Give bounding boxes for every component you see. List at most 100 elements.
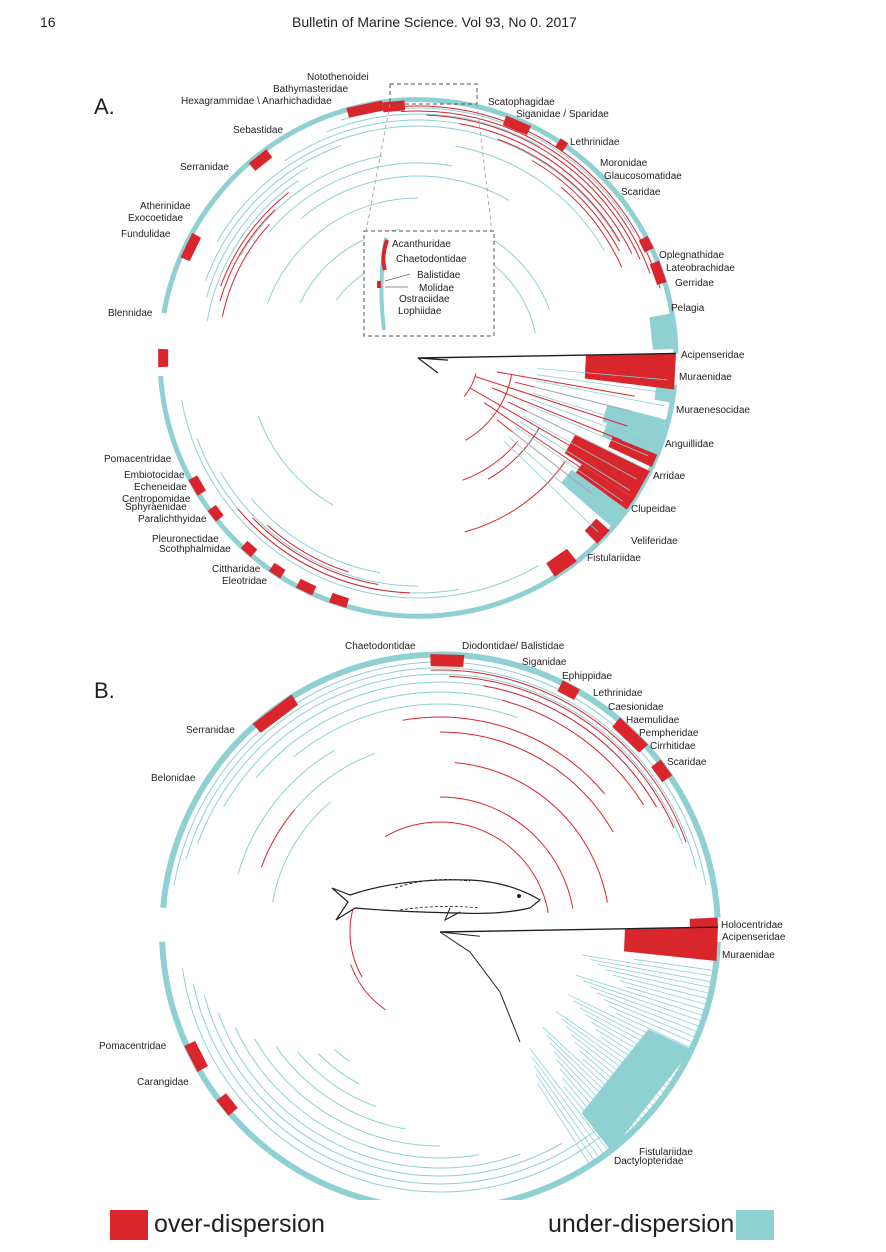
panel-a-clade-label: Exocoetidae xyxy=(128,213,183,224)
tip-over xyxy=(502,115,532,136)
sturgeon-scutes xyxy=(394,879,471,889)
branch-under-radial xyxy=(528,404,649,457)
branch-under-radial xyxy=(609,1005,695,1044)
branch-over xyxy=(501,699,644,806)
branch-under-radial xyxy=(537,1083,591,1166)
panel-a-clade-label: Embiotocidae xyxy=(124,470,185,481)
branch-under xyxy=(255,691,561,779)
panel-a-clade-label: Atherinidae xyxy=(140,201,191,212)
panel-b-clade-label: Scaridae xyxy=(667,757,707,768)
panel-a-clade-label: Pelagia xyxy=(671,303,705,314)
branch-under xyxy=(181,399,539,599)
panel-a-clade-label: Cittharidae xyxy=(212,564,261,575)
panel-a-clade-label: Gerridae xyxy=(675,278,714,289)
branch-under xyxy=(268,162,452,234)
clade-over-clupeidae xyxy=(575,464,635,510)
under-dispersion-swatch xyxy=(736,1210,774,1240)
branch-under xyxy=(326,113,541,148)
panel-b-clade-label: Pempheridae xyxy=(639,728,699,739)
branch-over xyxy=(531,160,620,252)
tip-over xyxy=(248,149,273,171)
branch-under-radial xyxy=(535,380,664,407)
panel-a-clade-label: Veliferidae xyxy=(631,536,678,547)
branch-under-radial xyxy=(525,410,643,468)
clade-over-muraenidae xyxy=(584,353,676,390)
panel-a-label: A. xyxy=(94,94,115,119)
panel-a-clade-label: Sphyraenidae xyxy=(125,502,187,513)
branch-under-radial xyxy=(504,441,599,532)
phylogeny-figure: NotothenoideiBathymasteridaeHexagrammida… xyxy=(99,72,786,1200)
panel-a-clade-label: Scatophagidae xyxy=(488,97,555,108)
sturgeon-eye xyxy=(517,894,521,898)
panel-a-inset xyxy=(363,83,495,337)
branch-over xyxy=(483,685,657,808)
panel-b-clade-label: Pomacentridae xyxy=(99,1041,167,1052)
branch-under-radial xyxy=(583,980,704,1022)
panel-b-clade-label: Holocentridae xyxy=(721,920,783,931)
branch-under-radial xyxy=(532,392,658,432)
inset-clade-label: Chaetodontidae xyxy=(396,254,467,265)
clade-over-fistulariidae xyxy=(546,548,577,577)
clade-under-clupeidae xyxy=(561,469,627,528)
tip-over xyxy=(557,680,580,700)
branch-under xyxy=(487,236,551,311)
panel-a-clade-label: Lateobrachidae xyxy=(666,263,735,274)
tip-over xyxy=(430,654,465,668)
panel-b-clade-label: Acipenseridae xyxy=(722,932,786,943)
branch-under xyxy=(216,125,620,243)
branch-over xyxy=(454,762,608,903)
branch-under xyxy=(267,197,419,304)
branch-over xyxy=(426,114,641,260)
branch-over xyxy=(463,373,477,397)
branch-under xyxy=(257,415,334,506)
sturgeon-lateral-scutes xyxy=(399,906,481,911)
branch-under xyxy=(237,749,336,875)
panel-b-clade-label: Chaetodontidae xyxy=(345,641,416,652)
root-branch xyxy=(439,926,719,933)
panel-a-clade-label: Scothphalmidae xyxy=(159,544,231,555)
branch-over xyxy=(560,186,623,268)
branch-under xyxy=(297,1051,377,1108)
panel-a-clade-label: Muraenesocidae xyxy=(676,405,750,416)
over-dispersion-label: over-dispersion xyxy=(154,1210,325,1238)
branch-over xyxy=(384,821,549,913)
panel-a-clade-label: Bathymasteridae xyxy=(273,84,348,95)
branch-under-radial xyxy=(619,980,709,1006)
branch-over xyxy=(220,192,290,287)
branch-over xyxy=(349,901,363,978)
branch-over-radial xyxy=(484,402,601,482)
root-branch xyxy=(417,352,677,359)
branch-under-radial xyxy=(534,386,661,419)
branch-under xyxy=(494,265,536,334)
tip-over xyxy=(651,759,673,783)
inset-source-box xyxy=(389,83,478,105)
branch-under-radial xyxy=(626,986,707,1011)
branch-under xyxy=(185,667,697,869)
panel-a-clade-label: Oplegnathidae xyxy=(659,250,724,261)
tip-over xyxy=(188,475,206,496)
tip-over xyxy=(180,232,202,262)
page-number: 16 xyxy=(40,14,56,30)
branch-under xyxy=(240,155,383,256)
branch-under xyxy=(293,703,519,758)
branch-under-radial xyxy=(582,954,715,977)
tip-over xyxy=(346,100,384,118)
tip-over xyxy=(268,562,286,579)
branch-under xyxy=(205,145,341,281)
tip-over xyxy=(295,578,317,596)
branch-under xyxy=(206,180,299,321)
inset-over-arc xyxy=(381,239,389,271)
branch-under xyxy=(300,175,510,219)
branch-under-radial xyxy=(597,964,713,989)
branch-over-radial xyxy=(469,387,609,469)
clade-label-layer: NotothenoideiBathymasteridaeHexagrammida… xyxy=(99,72,786,1167)
branch-under xyxy=(203,995,563,1177)
tip-over xyxy=(240,540,258,558)
panel-a-clade-label: Eleotridae xyxy=(222,576,267,587)
panel-a-clade-label: Hexagrammidae \ Anarhichadidae xyxy=(181,96,332,107)
sturgeon-silhouette xyxy=(331,879,542,922)
branch-over xyxy=(267,524,349,573)
panel-b-clade-label: Ephippidae xyxy=(562,671,612,682)
branch-under-radial xyxy=(634,958,716,972)
branch-under xyxy=(318,1053,360,1085)
